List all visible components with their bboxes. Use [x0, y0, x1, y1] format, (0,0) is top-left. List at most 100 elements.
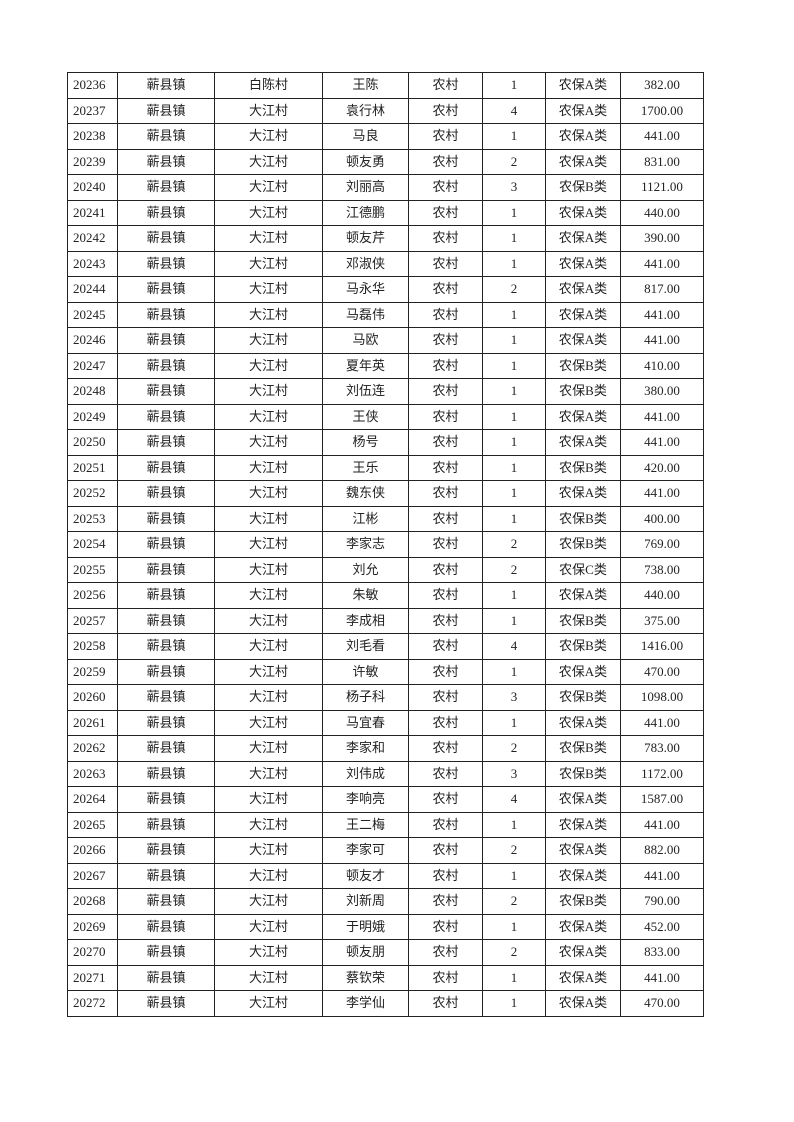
- village-cell: 大江村: [214, 301, 323, 328]
- name-cell: 马磊伟: [322, 301, 409, 328]
- village-cell: 大江村: [214, 250, 323, 277]
- name-cell: 江德鹏: [322, 199, 409, 226]
- table-row: 20253 蕲县镇 大江村 江彬 农村 1 农保B类 400.00: [67, 505, 704, 532]
- insurance-category-cell: 农保B类: [545, 454, 621, 481]
- town-cell: 蕲县镇: [117, 709, 215, 736]
- member-count-cell: 2: [482, 531, 546, 558]
- insurance-category-cell: 农保A类: [545, 97, 621, 124]
- table-row: 20254 蕲县镇 大江村 李家志 农村 2 农保B类 769.00: [67, 531, 704, 558]
- record-id-cell: 20237: [67, 97, 118, 124]
- household-type-cell: 农村: [408, 990, 483, 1017]
- member-count-cell: 2: [482, 735, 546, 762]
- household-type-cell: 农村: [408, 301, 483, 328]
- town-cell: 蕲县镇: [117, 352, 215, 379]
- record-id-cell: 20239: [67, 148, 118, 175]
- member-count-cell: 1: [482, 199, 546, 226]
- name-cell: 王二梅: [322, 811, 409, 838]
- village-cell: 大江村: [214, 97, 323, 124]
- record-id-cell: 20243: [67, 250, 118, 277]
- name-cell: 刘伍连: [322, 378, 409, 405]
- record-id-cell: 20256: [67, 582, 118, 609]
- member-count-cell: 1: [482, 658, 546, 685]
- name-cell: 李家和: [322, 735, 409, 762]
- town-cell: 蕲县镇: [117, 684, 215, 711]
- insurance-category-cell: 农保A类: [545, 811, 621, 838]
- member-count-cell: 1: [482, 990, 546, 1017]
- village-cell: 大江村: [214, 760, 323, 787]
- village-cell: 大江村: [214, 148, 323, 175]
- member-count-cell: 1: [482, 505, 546, 532]
- town-cell: 蕲县镇: [117, 658, 215, 685]
- record-id-cell: 20245: [67, 301, 118, 328]
- household-type-cell: 农村: [408, 250, 483, 277]
- town-cell: 蕲县镇: [117, 811, 215, 838]
- village-cell: 大江村: [214, 556, 323, 583]
- amount-cell: 440.00: [620, 582, 704, 609]
- village-cell: 大江村: [214, 352, 323, 379]
- member-count-cell: 1: [482, 480, 546, 507]
- town-cell: 蕲县镇: [117, 97, 215, 124]
- insurance-category-cell: 农保B类: [545, 174, 621, 201]
- household-type-cell: 农村: [408, 786, 483, 813]
- member-count-cell: 4: [482, 97, 546, 124]
- household-type-cell: 农村: [408, 174, 483, 201]
- household-type-cell: 农村: [408, 735, 483, 762]
- household-type-cell: 农村: [408, 148, 483, 175]
- member-count-cell: 2: [482, 276, 546, 303]
- name-cell: 顿友才: [322, 862, 409, 889]
- table-row: 20246 蕲县镇 大江村 马欧 农村 1 农保A类 441.00: [67, 327, 704, 354]
- member-count-cell: 3: [482, 174, 546, 201]
- insurance-category-cell: 农保B类: [545, 760, 621, 787]
- amount-cell: 441.00: [620, 123, 704, 150]
- table-row: 20260 蕲县镇 大江村 杨子科 农村 3 农保B类 1098.00: [67, 684, 704, 711]
- subsidy-table: 20236 蕲县镇 白陈村 王陈 农村 1 农保A类 382.00 20237 蕲县镇 大江村 袁行林…: [67, 72, 704, 1017]
- name-cell: 李响亮: [322, 786, 409, 813]
- town-cell: 蕲县镇: [117, 837, 215, 864]
- amount-cell: 441.00: [620, 403, 704, 430]
- village-cell: 大江村: [214, 913, 323, 940]
- amount-cell: 470.00: [620, 658, 704, 685]
- amount-cell: 1172.00: [620, 760, 704, 787]
- town-cell: 蕲县镇: [117, 250, 215, 277]
- member-count-cell: 2: [482, 556, 546, 583]
- town-cell: 蕲县镇: [117, 760, 215, 787]
- record-id-cell: 20263: [67, 760, 118, 787]
- town-cell: 蕲县镇: [117, 939, 215, 966]
- town-cell: 蕲县镇: [117, 174, 215, 201]
- insurance-category-cell: 农保A类: [545, 939, 621, 966]
- household-type-cell: 农村: [408, 607, 483, 634]
- table-row: 20264 蕲县镇 大江村 李响亮 农村 4 农保A类 1587.00: [67, 786, 704, 813]
- name-cell: 袁行林: [322, 97, 409, 124]
- village-cell: 大江村: [214, 531, 323, 558]
- name-cell: 王陈: [322, 72, 409, 99]
- insurance-category-cell: 农保A类: [545, 709, 621, 736]
- amount-cell: 441.00: [620, 964, 704, 991]
- member-count-cell: 1: [482, 913, 546, 940]
- record-id-cell: 20267: [67, 862, 118, 889]
- village-cell: 大江村: [214, 658, 323, 685]
- record-id-cell: 20271: [67, 964, 118, 991]
- record-id-cell: 20254: [67, 531, 118, 558]
- town-cell: 蕲县镇: [117, 123, 215, 150]
- amount-cell: 1121.00: [620, 174, 704, 201]
- name-cell: 夏年英: [322, 352, 409, 379]
- amount-cell: 440.00: [620, 199, 704, 226]
- insurance-category-cell: 农保B类: [545, 505, 621, 532]
- member-count-cell: 1: [482, 811, 546, 838]
- insurance-category-cell: 农保A类: [545, 276, 621, 303]
- town-cell: 蕲县镇: [117, 633, 215, 660]
- amount-cell: 817.00: [620, 276, 704, 303]
- table-row: 20251 蕲县镇 大江村 王乐 农村 1 农保B类 420.00: [67, 454, 704, 481]
- table-row: 20265 蕲县镇 大江村 王二梅 农村 1 农保A类 441.00: [67, 811, 704, 838]
- record-id-cell: 20240: [67, 174, 118, 201]
- table-row: 20247 蕲县镇 大江村 夏年英 农村 1 农保B类 410.00: [67, 352, 704, 379]
- amount-cell: 1416.00: [620, 633, 704, 660]
- record-id-cell: 20249: [67, 403, 118, 430]
- village-cell: 大江村: [214, 429, 323, 456]
- member-count-cell: 4: [482, 786, 546, 813]
- name-cell: 刘新周: [322, 888, 409, 915]
- member-count-cell: 1: [482, 123, 546, 150]
- amount-cell: 400.00: [620, 505, 704, 532]
- insurance-category-cell: 农保A类: [545, 327, 621, 354]
- table-row: 20267 蕲县镇 大江村 顿友才 农村 1 农保A类 441.00: [67, 862, 704, 889]
